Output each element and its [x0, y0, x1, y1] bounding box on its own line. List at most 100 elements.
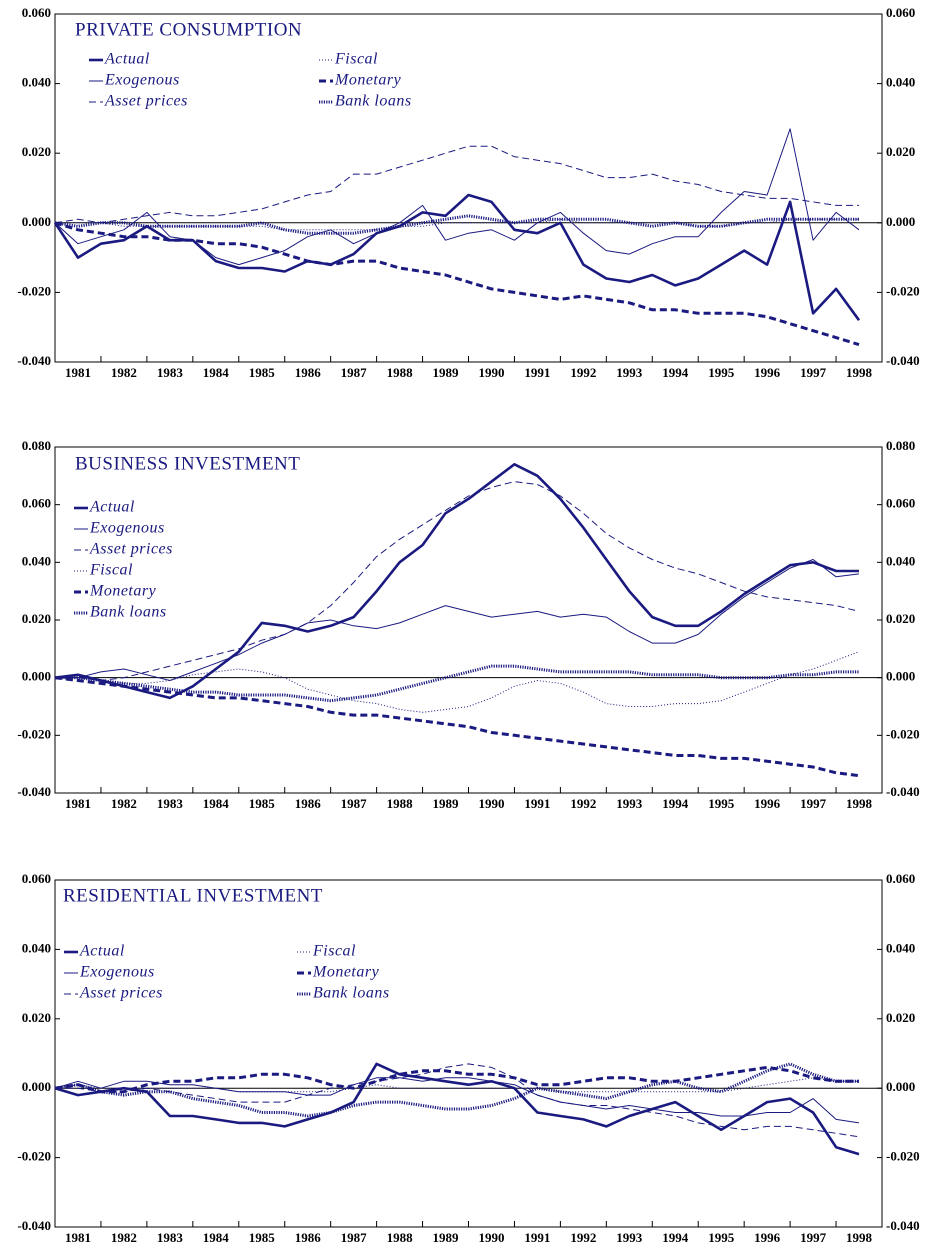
- legend-label: Monetary: [89, 583, 157, 600]
- series-line: [54, 463, 859, 700]
- y2-tick-label: 0.020: [886, 611, 915, 626]
- x-tick-label: 1990: [478, 796, 504, 811]
- x-tick-label: 1995: [708, 365, 735, 380]
- x-tick-label: 1989: [433, 796, 460, 811]
- y2-tick-label: 0.060: [886, 496, 915, 511]
- x-tick-label: 1997: [800, 365, 827, 380]
- x-tick-label: 1984: [203, 1230, 230, 1245]
- x-tick-label: 1987: [341, 796, 368, 811]
- y2-tick-label: -0.020: [886, 283, 920, 298]
- plot-frame: [54, 13, 883, 363]
- x-tick-label: 1996: [754, 365, 781, 380]
- x-tick-label: 1992: [570, 1230, 596, 1245]
- y-tick-label: 0.020: [22, 611, 51, 626]
- y2-tick-label: 0.080: [886, 438, 915, 453]
- x-tick-label: 1986: [295, 365, 322, 380]
- y-tick-label: -0.040: [17, 1218, 51, 1233]
- x-tick-label: 1997: [800, 796, 827, 811]
- legend-label: Asset prices: [104, 93, 188, 110]
- y2-tick-label: 0.060: [886, 871, 915, 886]
- y2-tick-label: -0.020: [886, 1149, 920, 1164]
- x-tick-label: 1992: [570, 365, 596, 380]
- x-tick-label: 1982: [111, 796, 137, 811]
- x-tick-label: 1981: [65, 1230, 91, 1245]
- x-tick-label: 1988: [387, 796, 414, 811]
- series-line: [55, 481, 860, 681]
- y-tick-label: -0.040: [17, 784, 51, 799]
- y-tick-label: 0.000: [22, 214, 51, 229]
- x-tick-label: 1981: [65, 365, 91, 380]
- x-tick-label: 1993: [616, 1230, 643, 1245]
- legend-label: Asset prices: [79, 985, 163, 1002]
- y2-tick-label: 0.000: [886, 669, 915, 684]
- series-line: [55, 664, 859, 703]
- legend-label: Actual: [89, 499, 135, 516]
- series-line: [55, 651, 860, 713]
- x-tick-label: 1994: [662, 796, 689, 811]
- x-tick-label: 1988: [387, 1230, 414, 1245]
- x-tick-label: 1998: [846, 365, 873, 380]
- x-tick-label: 1992: [570, 796, 596, 811]
- plot-frame: [54, 879, 883, 1228]
- series-line: [54, 128, 860, 266]
- x-tick-label: 1990: [478, 1230, 504, 1245]
- chart-title: BUSINESS INVESTMENT: [75, 453, 300, 474]
- y-tick-label: 0.020: [22, 144, 51, 159]
- x-tick-label: 1996: [754, 1230, 781, 1245]
- x-tick-label: 1991: [524, 1230, 550, 1245]
- x-tick-label: 1997: [800, 1230, 827, 1245]
- series-line: [54, 145, 859, 224]
- x-tick-label: 1986: [295, 1230, 322, 1245]
- legend-label: Fiscal: [89, 562, 133, 579]
- legend-label: Actual: [79, 943, 125, 960]
- x-tick-label: 1984: [203, 365, 230, 380]
- x-tick-label: 1983: [157, 796, 184, 811]
- legend-label: Exogenous: [79, 964, 155, 981]
- x-tick-label: 1985: [249, 796, 276, 811]
- x-tick-label: 1981: [65, 796, 91, 811]
- x-tick-label: 1987: [341, 1230, 368, 1245]
- x-tick-label: 1996: [754, 796, 781, 811]
- y-tick-label: -0.020: [17, 283, 51, 298]
- y2-tick-label: 0.020: [886, 1010, 915, 1025]
- x-tick-label: 1988: [387, 365, 414, 380]
- legend-label: Fiscal: [312, 943, 356, 960]
- x-tick-label: 1991: [524, 796, 550, 811]
- legend-label: Bank loans: [313, 985, 390, 1002]
- y2-tick-label: 0.040: [886, 75, 915, 90]
- y2-tick-label: -0.040: [886, 1218, 920, 1233]
- legend-label: Bank loans: [90, 604, 167, 621]
- x-tick-label: 1994: [662, 365, 689, 380]
- y2-tick-label: 0.020: [886, 144, 915, 159]
- x-tick-label: 1985: [249, 1230, 276, 1245]
- legend-label: Monetary: [312, 964, 380, 981]
- y2-tick-label: 0.040: [886, 553, 915, 568]
- y2-tick-label: -0.040: [886, 784, 920, 799]
- y-tick-label: -0.020: [17, 726, 51, 741]
- legend-label: Asset prices: [89, 541, 173, 558]
- x-tick-label: 1995: [708, 796, 735, 811]
- series-line: [55, 1063, 860, 1138]
- y-tick-label: -0.020: [17, 1149, 51, 1164]
- x-tick-label: 1983: [157, 365, 184, 380]
- x-tick-label: 1983: [157, 1230, 184, 1245]
- y2-tick-label: -0.020: [886, 726, 920, 741]
- x-tick-label: 1986: [295, 796, 322, 811]
- legend-label: Monetary: [334, 72, 402, 89]
- y2-tick-label: -0.040: [886, 353, 920, 368]
- series-line: [54, 221, 860, 347]
- x-tick-label: 1982: [111, 365, 137, 380]
- series-line: [54, 214, 859, 235]
- y2-tick-label: 0.000: [886, 214, 915, 229]
- x-tick-label: 1991: [524, 365, 550, 380]
- x-tick-label: 1987: [341, 365, 368, 380]
- x-tick-label: 1993: [616, 796, 643, 811]
- y-tick-label: 0.060: [22, 5, 51, 20]
- x-tick-label: 1995: [708, 1230, 735, 1245]
- x-tick-label: 1998: [846, 796, 873, 811]
- y-tick-label: 0.080: [22, 438, 51, 453]
- y-tick-label: 0.040: [22, 940, 51, 955]
- x-tick-label: 1990: [478, 365, 504, 380]
- x-tick-label: 1989: [433, 1230, 460, 1245]
- legend-label: Exogenous: [104, 72, 180, 89]
